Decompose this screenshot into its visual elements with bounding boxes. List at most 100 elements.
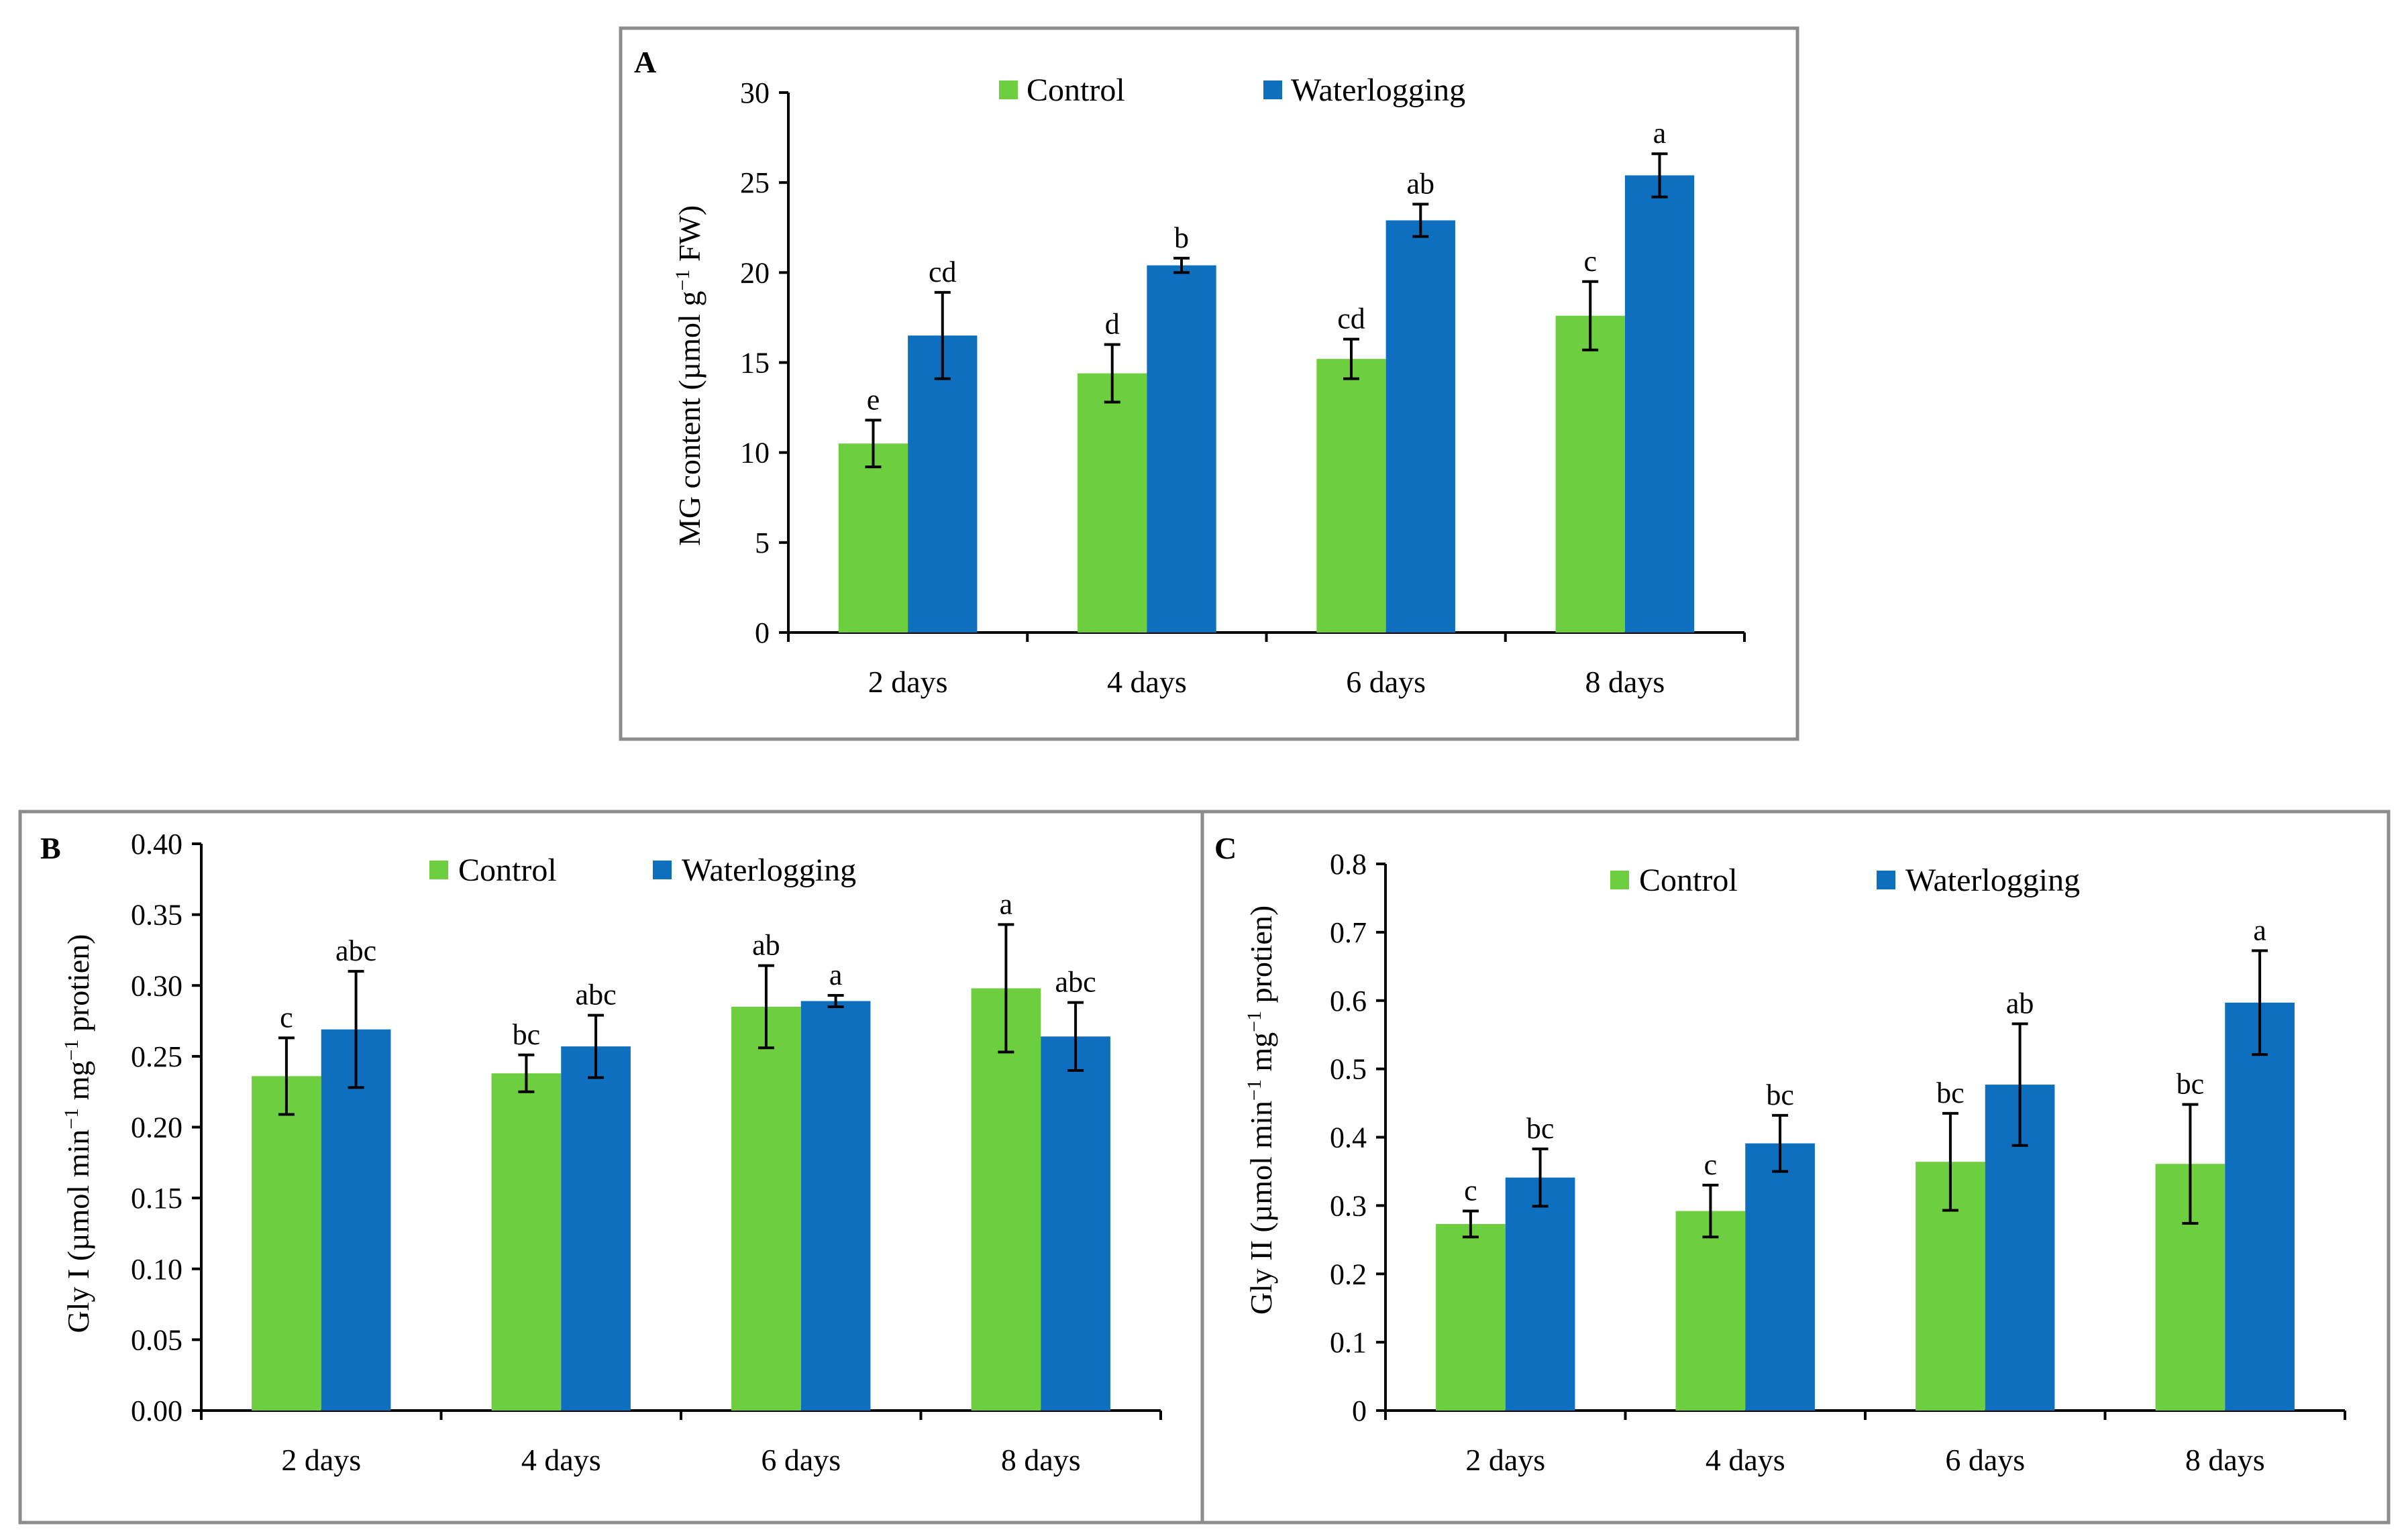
- x-tick-label: 8 days: [2185, 1443, 2265, 1477]
- significance-label: d: [1105, 308, 1120, 341]
- significance-label: a: [2253, 914, 2266, 946]
- bar-control-4-days: [1675, 1211, 1746, 1411]
- legend-label-waterlogging: Waterlogging: [1905, 863, 2080, 898]
- y-tick-label: 0.7: [1330, 916, 1367, 949]
- y-tick-label: 0.10: [131, 1253, 182, 1286]
- significance-label: abc: [1055, 966, 1096, 999]
- panel-a-legend: Control Waterlogging: [999, 72, 1465, 108]
- panel-c-frame: [1200, 810, 2391, 1525]
- y-tick-label: 25: [740, 166, 770, 199]
- legend-swatch-control: [999, 80, 1018, 99]
- panel-a-y-axis-label: MG content (µmol g−1 FW): [672, 205, 706, 546]
- significance-label: abc: [335, 934, 376, 967]
- bar-waterlogging-4-days: [1147, 265, 1216, 633]
- significance-label: c: [1583, 245, 1597, 278]
- panel-b-y-axis-label: Gly I (µmol min−1 mg−1 protien): [60, 934, 95, 1333]
- significance-label: ab: [752, 929, 780, 962]
- legend-label-waterlogging: Waterlogging: [682, 852, 856, 888]
- y-tick-label: 0.35: [131, 899, 182, 932]
- y-tick-label: 0.2: [1330, 1258, 1367, 1290]
- significance-label: a: [1653, 117, 1667, 150]
- panel-c-legend: Control Waterlogging: [1610, 863, 2080, 898]
- bar-waterlogging-4-days: [561, 1046, 631, 1411]
- x-tick-label: 2 days: [868, 665, 948, 699]
- significance-label: a: [1000, 887, 1013, 920]
- bar-waterlogging-8-days: [1041, 1036, 1110, 1411]
- legend-label-waterlogging: Waterlogging: [1291, 72, 1465, 108]
- y-tick-label: 0.30: [131, 969, 182, 1002]
- y-tick-label: 20: [740, 256, 770, 289]
- bar-waterlogging-2-days: [321, 1029, 391, 1411]
- x-tick-label: 4 days: [521, 1443, 601, 1477]
- bar-control-2-days: [1436, 1223, 1506, 1411]
- legend-label-control: Control: [1639, 863, 1738, 898]
- significance-label: bc: [513, 1018, 541, 1051]
- panel-b: B Gly I (µmol min−1 mg−1 protien) Contro…: [18, 810, 1204, 1525]
- y-tick-label: 10: [740, 437, 770, 470]
- bar-waterlogging-6-days: [800, 1001, 871, 1411]
- panel-b-legend: Control Waterlogging: [429, 852, 856, 888]
- significance-label: cd: [929, 256, 957, 288]
- legend-swatch-waterlogging: [653, 861, 672, 879]
- bar-control-6-days: [1316, 359, 1386, 632]
- y-tick-label: 30: [740, 76, 770, 109]
- y-tick-label: 15: [740, 347, 770, 380]
- legend-swatch-waterlogging: [1877, 871, 1895, 889]
- significance-label: bc: [1766, 1079, 1794, 1111]
- bar-waterlogging-2-days: [908, 335, 978, 632]
- x-tick-label: 8 days: [1001, 1443, 1081, 1477]
- legend-swatch-control: [1610, 871, 1629, 889]
- panel-c-letter: C: [1214, 831, 1237, 865]
- panel-a-letter: A: [634, 45, 656, 79]
- significance-label: e: [867, 383, 880, 416]
- significance-label: cd: [1337, 302, 1365, 335]
- bar-waterlogging-8-days: [1624, 175, 1695, 632]
- y-tick-label: 0.40: [131, 828, 182, 861]
- bar-control-2-days: [838, 443, 908, 632]
- bar-control-8-days: [1555, 315, 1625, 632]
- y-tick-label: 0.3: [1330, 1189, 1367, 1222]
- panel-c: C Gly II (µmol min−1 mg−1 protien) Contr…: [1200, 810, 2391, 1525]
- panel-a: A MG content (µmol g−1 FW) Control Water…: [619, 26, 1799, 741]
- legend-swatch-waterlogging: [1263, 80, 1282, 99]
- legend-swatch-control: [429, 861, 448, 879]
- significance-label: a: [829, 958, 843, 991]
- y-tick-label: 0.00: [131, 1394, 182, 1427]
- significance-label: abc: [576, 979, 617, 1011]
- legend-label-control: Control: [1027, 72, 1125, 108]
- y-tick-label: 0.6: [1330, 985, 1367, 1018]
- y-tick-label: 0.5: [1330, 1053, 1367, 1086]
- y-tick-label: 0.4: [1330, 1121, 1367, 1154]
- bar-control-4-days: [1078, 373, 1147, 632]
- y-tick-label: 0.8: [1330, 848, 1367, 881]
- significance-label: bc: [2177, 1068, 2205, 1101]
- bar-control-4-days: [491, 1073, 562, 1411]
- bar-waterlogging-8-days: [2225, 1002, 2295, 1411]
- x-tick-label: 2 days: [1465, 1443, 1545, 1477]
- panel-c-y-axis-label: Gly II (µmol min−1 mg−1 protien): [1243, 905, 1278, 1315]
- significance-label: b: [1174, 221, 1189, 254]
- x-tick-label: 6 days: [1346, 665, 1426, 699]
- panel-a-frame: [619, 26, 1799, 741]
- bar-waterlogging-6-days: [1385, 220, 1455, 632]
- bar-waterlogging-4-days: [1745, 1143, 1815, 1411]
- y-tick-label: 0.15: [131, 1182, 182, 1215]
- bar-control-2-days: [252, 1076, 321, 1411]
- significance-label: c: [1464, 1174, 1477, 1207]
- x-tick-label: 6 days: [1945, 1443, 2025, 1477]
- x-tick-label: 4 days: [1107, 665, 1187, 699]
- significance-label: c: [1704, 1148, 1718, 1181]
- x-tick-label: 6 days: [761, 1443, 841, 1477]
- bar-control-6-days: [731, 1006, 801, 1411]
- significance-label: ab: [1407, 167, 1435, 200]
- x-tick-label: 4 days: [1706, 1443, 1785, 1477]
- significance-label: ab: [2006, 987, 2034, 1020]
- y-tick-label: 0.25: [131, 1040, 182, 1073]
- legend-label-control: Control: [458, 852, 557, 888]
- bar-control-8-days: [971, 988, 1041, 1411]
- y-tick-label: 5: [755, 527, 770, 559]
- y-tick-label: 0: [1352, 1394, 1367, 1427]
- y-tick-label: 0.05: [131, 1323, 182, 1356]
- panel-b-letter: B: [40, 831, 61, 865]
